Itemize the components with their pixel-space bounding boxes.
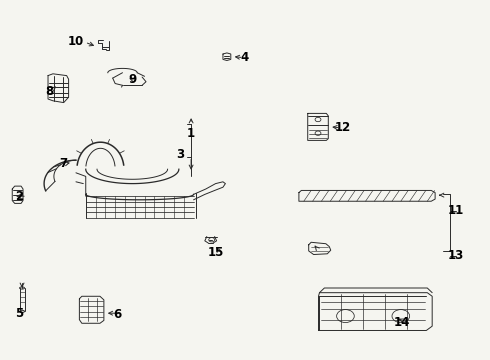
Text: 7: 7	[60, 157, 68, 170]
Text: 15: 15	[207, 246, 224, 258]
Text: 1: 1	[187, 127, 195, 140]
Text: 9: 9	[128, 73, 136, 86]
Text: 6: 6	[114, 309, 122, 321]
Text: 13: 13	[447, 249, 464, 262]
Text: 5: 5	[16, 307, 24, 320]
Text: 8: 8	[45, 85, 53, 98]
Text: 10: 10	[68, 35, 84, 48]
Text: 11: 11	[447, 204, 464, 217]
Text: 4: 4	[241, 51, 249, 64]
Text: 14: 14	[393, 316, 410, 329]
Text: 12: 12	[335, 121, 351, 134]
Text: 2: 2	[16, 190, 24, 203]
Text: 3: 3	[176, 148, 184, 161]
